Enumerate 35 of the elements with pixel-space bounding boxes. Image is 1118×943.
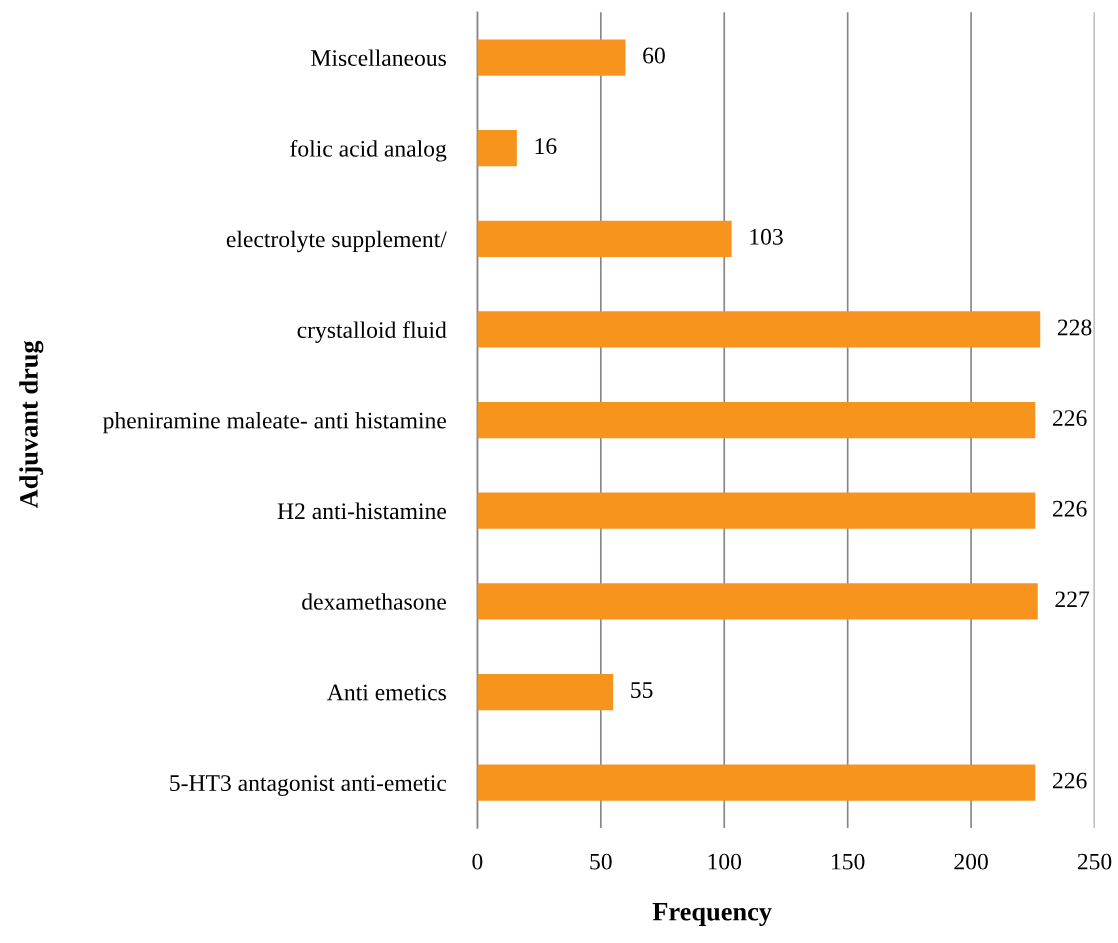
bar	[477, 401, 1036, 439]
y-tick-label: electrolyte supplement/	[226, 230, 447, 253]
y-tick-label: Miscellaneous	[311, 49, 446, 66]
y-tick-label: crystalloid fluid	[297, 321, 447, 343]
x-tick-label: 250	[1077, 853, 1112, 870]
y-tick-label: Anti emetics	[327, 684, 446, 701]
x-tick-label: 100	[708, 853, 742, 870]
bar	[477, 311, 1041, 348]
data-label: 227	[1055, 591, 1090, 608]
y-tick-label: 5-HT3 antagonist anti-emetic	[170, 775, 447, 796]
data-label: 55	[631, 682, 653, 698]
y-axis-title: Adjuvant drug	[19, 340, 44, 509]
data-label: 228	[1057, 319, 1092, 336]
x-tick-label: 50	[590, 853, 612, 870]
data-label: 60	[643, 47, 665, 64]
bar	[477, 673, 614, 711]
bar	[477, 130, 517, 167]
bar	[477, 764, 1036, 801]
y-tick-label: pheniramine maleate- anti histamine	[103, 411, 446, 434]
data-label: 16	[535, 138, 557, 155]
data-label: 226	[1052, 772, 1087, 789]
y-tick-label: folic acid analog	[290, 139, 447, 162]
y-tick-label: dexamethasone	[302, 593, 447, 610]
x-axis-title: Frequency	[652, 903, 772, 927]
x-tick-label: 150	[832, 853, 865, 870]
data-label: 103	[750, 228, 783, 245]
y-tick-label: H2 anti-histamine	[277, 502, 447, 520]
x-tick-label: 0	[472, 853, 483, 870]
bar	[477, 220, 732, 257]
bar	[477, 492, 1036, 529]
bar	[477, 583, 1038, 620]
bar	[477, 39, 626, 76]
x-tick-label: 200	[954, 853, 988, 870]
data-label: 226	[1052, 500, 1087, 517]
data-label: 226	[1052, 410, 1087, 427]
